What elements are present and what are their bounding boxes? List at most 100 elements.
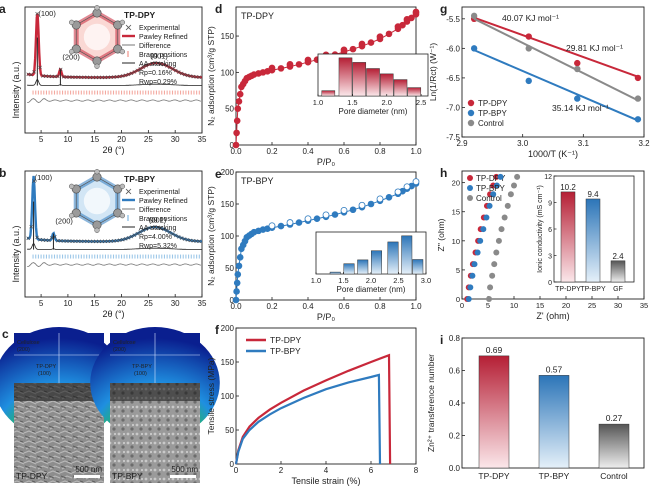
inset-x-tick-label: 2.5 <box>416 98 426 107</box>
impedance-point-tp-bpy <box>490 191 497 198</box>
experimental-point <box>58 67 63 72</box>
cof-node-branch <box>68 19 75 26</box>
x-tick-label: 2.9 <box>456 139 468 148</box>
experimental-point <box>35 11 39 16</box>
experimental-point <box>50 235 54 240</box>
experimental-point <box>58 239 63 243</box>
experimental-point <box>85 239 90 244</box>
sem-sample-label: TP-BPY <box>112 471 143 481</box>
x-tick-label: 35 <box>198 135 207 144</box>
impedance-point-tp-dpy <box>493 173 500 180</box>
saxs-label: TP-DPY <box>36 364 57 370</box>
y-tick-label: 5 <box>456 266 460 275</box>
experimental-point <box>168 65 172 70</box>
conductivity-bar <box>560 191 576 283</box>
panel-letter: f <box>215 323 220 337</box>
x-tick-label: 15 <box>90 135 99 144</box>
peak-label: (200) <box>55 217 73 226</box>
experimental-point <box>52 74 57 79</box>
x-tick-label: 0 <box>460 301 464 310</box>
inset-y-tick-label: 0 <box>548 280 552 287</box>
scale-bar-label: 500 nm <box>75 465 102 474</box>
saxs-label: (200) <box>17 347 30 353</box>
experimental-point <box>38 237 42 242</box>
x-tick-label: 8 <box>414 466 419 475</box>
transference-value-label: 0.69 <box>486 345 503 355</box>
experimental-point <box>91 239 95 244</box>
x-tick-label: 15 <box>536 301 544 310</box>
panel-letter: h <box>440 166 447 180</box>
legend-marker <box>467 109 475 117</box>
impedance-point-control <box>504 202 511 209</box>
saxs-label: (100) <box>38 371 51 377</box>
experimental-point <box>64 239 69 243</box>
cof-node-branch <box>94 63 100 69</box>
experimental-point <box>132 70 137 74</box>
experimental-point <box>194 75 199 79</box>
y-tick-label: 0 <box>230 460 235 469</box>
impedance-point-tp-bpy <box>493 182 500 189</box>
x-tick-label: 10 <box>63 299 72 308</box>
legend-label: Bragg positions <box>139 52 188 59</box>
experimental-point <box>165 64 169 68</box>
fit-line-tp-bpy <box>473 49 639 122</box>
y-tick-label: 0.4 <box>449 399 461 408</box>
saxs-label: (200) <box>113 347 126 353</box>
difference-line <box>27 98 202 103</box>
experimental-point <box>132 233 137 237</box>
panel-letter: d <box>215 2 222 16</box>
desorption-point <box>358 201 366 209</box>
conductivity-value-label: 9.4 <box>587 190 599 199</box>
experimental-point <box>79 75 84 80</box>
experimental-point <box>191 74 196 79</box>
y-tick-label: 15 <box>452 208 460 217</box>
scale-bar <box>74 475 100 478</box>
adsorption-point <box>233 279 241 287</box>
x-tick-label: 0.0 <box>230 302 242 311</box>
data-point-tp-dpy <box>525 33 532 40</box>
desorption-point <box>304 215 312 223</box>
transference-bar <box>478 355 510 469</box>
experimental-point <box>41 238 45 242</box>
experimental-point <box>123 237 128 241</box>
activation-energy-tp-bpy: 35.14 KJ mol⁻¹ <box>552 103 609 113</box>
experimental-point <box>97 239 101 244</box>
conductivity-value-label: 10.2 <box>560 183 576 192</box>
experimental-point <box>38 65 42 70</box>
y-axis-label: Intensity (a.u.) <box>11 225 21 282</box>
impedance-point-control <box>493 249 500 256</box>
impedance-point-control <box>489 272 496 279</box>
adsorption-point <box>385 30 393 38</box>
experimental-point <box>120 237 125 242</box>
panel-e-n2-isotherm-tp-bpy: e 0.0 0.2 0.4 0.6 0.8 1.0 0 50 100 150 200 P/P₀ N₂ ad… <box>206 167 431 322</box>
plot-frame <box>24 6 203 134</box>
legend-marker <box>467 175 473 181</box>
experimental-point <box>188 74 193 78</box>
x-tick-label: 20 <box>562 301 570 310</box>
y-tick-label: 200 <box>221 324 235 333</box>
adsorption-point <box>367 200 375 208</box>
adsorption-point <box>236 254 244 261</box>
panel-g-arrhenius-plot: g 2.9 3.0 3.1 3.2 -7.5 -7.0 -6.5 -6.0 -5.5 1000/T … <box>428 2 650 159</box>
experimental-point <box>120 74 125 78</box>
experimental-point <box>76 239 81 244</box>
experimental-point <box>141 228 146 233</box>
saxs-label: TP-BPY <box>132 364 152 370</box>
x-tick-label: 0.4 <box>302 302 314 311</box>
saxs-label: Cellulose <box>113 340 136 346</box>
experimental-point <box>97 75 101 80</box>
x-tick-label: 0.2 <box>266 302 278 311</box>
impedance-point-tp-bpy <box>483 214 490 221</box>
desorption-point <box>412 178 420 186</box>
y-axis-label: Ln(1/Rct) (W⁻¹) <box>428 43 438 101</box>
experimental-point <box>173 68 178 73</box>
experimental-point <box>100 239 104 244</box>
cof-node-branch <box>94 169 100 175</box>
y-tick-label: 50 <box>225 426 234 435</box>
x-tick-label: 0.8 <box>374 147 386 156</box>
desorption-point <box>286 219 294 226</box>
panel-title: TP-DPY <box>124 10 156 20</box>
experimental-point <box>179 71 184 76</box>
experimental-point <box>67 239 72 243</box>
desorption-point <box>403 15 411 23</box>
